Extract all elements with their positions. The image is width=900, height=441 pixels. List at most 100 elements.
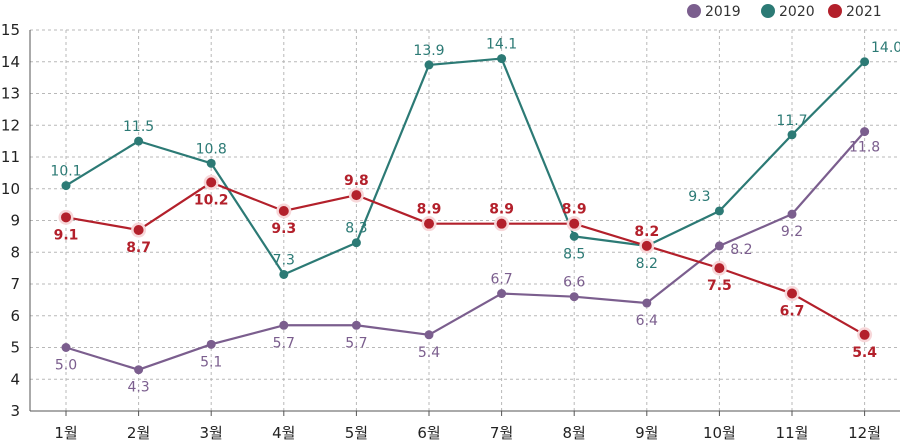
x-tick-label: 1월 <box>54 424 77 441</box>
data-point <box>134 136 144 146</box>
data-label: 8.9 <box>489 202 514 218</box>
x-tick-label: 5월 <box>345 424 368 441</box>
data-label: 8.3 <box>345 221 367 237</box>
series-line-2021 <box>65 181 866 336</box>
data-label: 5.4 <box>852 345 877 361</box>
y-tick-label: 12 <box>1 116 20 134</box>
data-point <box>714 263 725 274</box>
series-2019: 5.0 4.3 5.1 5.7 5.7 5.4 6.7 6.6 6.4 8.2 9.2 11.8 <box>55 127 880 396</box>
data-point <box>351 238 361 248</box>
data-point <box>569 231 579 241</box>
data-label: 5.4 <box>418 345 440 361</box>
data-point <box>497 289 507 299</box>
data-label: 8.9 <box>417 202 442 218</box>
data-point <box>61 212 71 223</box>
data-label: 11.5 <box>123 119 154 135</box>
data-label: 8.2 <box>730 242 752 258</box>
data-point <box>859 329 870 340</box>
y-tick-label: 8 <box>10 243 20 261</box>
data-point <box>496 218 507 229</box>
data-label: 8.5 <box>563 246 585 262</box>
data-label: 5.7 <box>273 335 295 351</box>
x-tick-label: 4월 <box>272 424 295 441</box>
data-label: 6.6 <box>563 275 585 291</box>
x-tick-label: 3월 <box>200 424 223 441</box>
legend: 2019 2020 2021 <box>687 4 882 20</box>
data-point <box>424 218 434 229</box>
data-label: 8.2 <box>634 224 659 240</box>
legend-marker <box>687 4 701 18</box>
data-point <box>787 288 797 299</box>
x-tick-label: 10월 <box>703 424 736 441</box>
data-point <box>642 298 652 308</box>
data-label: 5.1 <box>200 354 222 370</box>
data-point <box>569 218 580 229</box>
data-label: 8.9 <box>562 202 587 218</box>
data-label: 6.7 <box>490 272 512 288</box>
legend-marker <box>828 4 842 18</box>
data-point <box>279 269 289 279</box>
data-label: 6.7 <box>780 304 805 320</box>
x-tick-label: 12월 <box>848 424 881 441</box>
x-tick-label: 6월 <box>417 424 440 441</box>
data-point <box>860 127 870 137</box>
data-point <box>206 177 217 188</box>
data-label: 7.3 <box>273 252 295 268</box>
legend-label: 2021 <box>846 4 882 20</box>
series-2020: 10.1 11.5 10.8 7.3 8.3 13.9 14.1 8.5 8.2 9.3 11.7 1… <box>50 37 900 279</box>
y-tick-label: 14 <box>1 53 20 71</box>
data-label: 5.7 <box>345 335 367 351</box>
data-point <box>206 158 216 168</box>
y-tick-label: 15 <box>1 21 20 39</box>
data-label: 14.0 <box>871 40 900 56</box>
y-tick-label: 4 <box>10 370 20 388</box>
data-point <box>61 181 71 191</box>
x-tick-label: 9월 <box>635 424 658 441</box>
data-point <box>641 240 652 251</box>
data-point <box>569 292 579 302</box>
data-label: 9.8 <box>344 173 369 189</box>
data-label: 11.7 <box>776 113 807 129</box>
series-line-2019 <box>65 130 866 371</box>
y-tick-label: 9 <box>10 212 20 230</box>
x-tick-label: 11월 <box>776 424 809 441</box>
data-point <box>860 57 870 67</box>
data-label: 10.2 <box>194 192 229 208</box>
x-tick-label: 8월 <box>563 424 586 441</box>
data-label: 10.8 <box>196 141 227 157</box>
y-tick-label: 5 <box>10 339 20 357</box>
y-tick-label: 10 <box>1 180 20 198</box>
data-point <box>206 339 216 349</box>
data-label: 9.2 <box>781 224 803 240</box>
data-point <box>279 320 289 330</box>
y-tick-label: 3 <box>10 402 20 420</box>
data-label: 4.3 <box>127 380 149 396</box>
data-point <box>134 365 144 375</box>
y-tick-label: 11 <box>1 148 20 166</box>
legend-label: 2020 <box>779 4 815 20</box>
data-label: 10.1 <box>50 164 81 180</box>
x-tick-label: 2월 <box>127 424 150 441</box>
y-tick-label: 13 <box>1 85 20 103</box>
legend-label: 2019 <box>705 4 741 20</box>
grid <box>30 29 900 411</box>
data-label: 5.0 <box>55 358 77 374</box>
x-axis-ticks: 1월 2월 3월 4월 5월 6월 7월 8월 9월 10월 11월 12월 <box>54 411 881 441</box>
data-label: 9.3 <box>271 221 296 237</box>
data-point <box>714 241 724 251</box>
data-label: 13.9 <box>413 43 444 59</box>
data-point <box>351 320 361 330</box>
data-label: 9.1 <box>54 227 79 243</box>
data-label: 6.4 <box>636 313 658 329</box>
y-axis-ticks: 3 4 5 6 7 8 9 10 11 12 13 14 15 <box>1 21 20 420</box>
y-tick-label: 6 <box>10 307 20 325</box>
data-label: 7.5 <box>707 278 732 294</box>
data-point <box>497 54 507 64</box>
data-label: 9.3 <box>688 189 710 205</box>
data-point <box>133 225 144 236</box>
data-point <box>278 205 289 216</box>
data-label: 14.1 <box>486 37 517 53</box>
series-line-2020 <box>65 57 866 276</box>
